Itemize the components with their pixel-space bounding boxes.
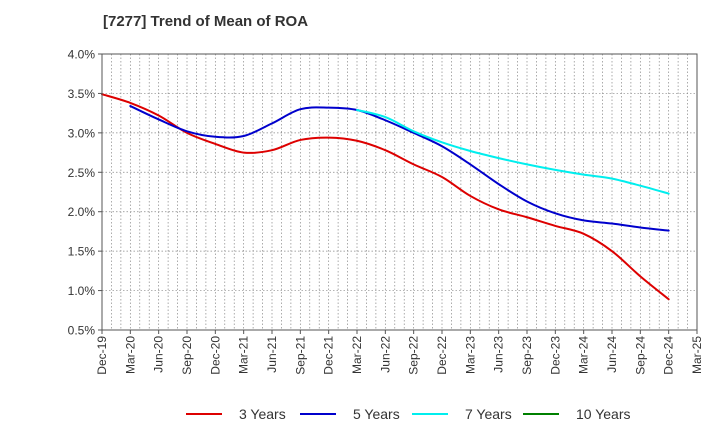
x-tick-label: Jun-20 <box>152 336 166 373</box>
x-tick-label: Jun-23 <box>492 336 506 373</box>
y-axis: 0.5% 1.0% 1.5% 2.0% 2.5% 3.0% 3.5% 4.0% <box>68 48 102 338</box>
x-tick-label: Mar-24 <box>577 336 591 374</box>
x-tick-label: Jun-24 <box>605 336 619 373</box>
x-tick-label: Mar-25 <box>690 336 704 374</box>
x-tick-label: Mar-21 <box>237 336 251 374</box>
x-tick-label: Mar-22 <box>350 336 364 374</box>
x-tick-label: Dec-21 <box>322 336 336 375</box>
x-tick-label: Sep-23 <box>520 336 534 375</box>
y-tick-label: 0.5% <box>68 324 96 338</box>
x-tick-label: Mar-20 <box>123 336 137 374</box>
grid <box>102 54 697 330</box>
x-tick-label: Dec-20 <box>208 336 222 375</box>
y-tick-label: 3.0% <box>68 126 96 140</box>
x-tick-label: Dec-22 <box>435 336 449 375</box>
legend-label-3-years: 3 Years <box>239 406 286 422</box>
legend-item-3-years: 3 Years <box>186 402 286 426</box>
x-tick-label: Jun-22 <box>378 336 392 373</box>
y-tick-label: 2.0% <box>68 205 96 219</box>
y-tick-label: 3.5% <box>68 87 96 101</box>
y-tick-label: 1.0% <box>68 284 96 298</box>
series-lines <box>101 93 670 301</box>
x-axis: Dec-19 Mar-20 Jun-20 Sep-20 Dec-20 Mar-21 Jun-… <box>95 330 704 375</box>
legend-item-7-years: 7 Years <box>412 402 512 426</box>
plot-area <box>102 54 697 330</box>
x-tick-label: Dec-23 <box>548 336 562 375</box>
x-tick-label: Sep-20 <box>180 336 194 375</box>
legend-label-10-years: 10 Years <box>576 406 631 422</box>
legend: 3 Years 5 Years 7 Years 10 Years <box>0 402 720 426</box>
y-tick-label: 2.5% <box>68 166 96 180</box>
series-line-5-years <box>129 105 670 232</box>
legend-swatch-10-years <box>523 413 559 415</box>
y-tick-label: 4.0% <box>68 48 96 62</box>
x-tick-label: Mar-23 <box>463 336 477 374</box>
chart-title: [7277] Trend of Mean of ROA <box>103 13 309 30</box>
legend-swatch-7-years <box>412 413 448 415</box>
series-line-3-years <box>101 93 670 301</box>
x-tick-label: Dec-24 <box>662 336 676 375</box>
legend-swatch-5-years <box>300 413 336 415</box>
legend-swatch-3-years <box>186 413 222 415</box>
legend-label-5-years: 5 Years <box>353 406 400 422</box>
y-tick-label: 1.5% <box>68 245 96 259</box>
plot-frame <box>101 53 698 331</box>
x-tick-label: Jun-21 <box>265 336 279 373</box>
legend-label-7-years: 7 Years <box>465 406 512 422</box>
x-tick-label: Dec-19 <box>95 336 109 375</box>
legend-item-5-years: 5 Years <box>300 402 400 426</box>
legend-item-10-years: 10 Years <box>523 402 631 426</box>
x-tick-label: Sep-22 <box>407 336 421 375</box>
x-tick-label: Sep-21 <box>293 336 307 375</box>
x-tick-label: Sep-24 <box>633 336 647 375</box>
series-line-7-years <box>356 108 670 195</box>
